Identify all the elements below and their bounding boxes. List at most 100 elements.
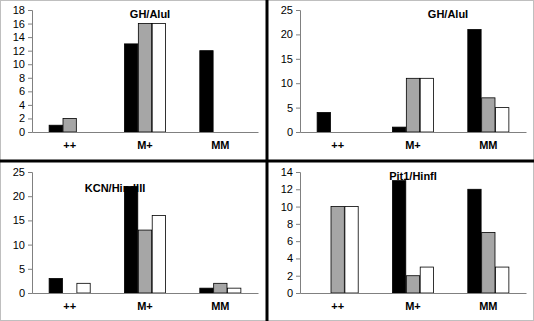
axis-line: [33, 132, 259, 133]
bar: [228, 288, 241, 293]
tick-mark: [28, 132, 32, 133]
bar: [124, 44, 137, 132]
tick: 8: [287, 218, 300, 230]
tick-label: 12: [281, 183, 293, 195]
tick-label: 0: [19, 126, 25, 138]
tick-label: 15: [13, 214, 25, 226]
bar: [331, 132, 344, 133]
tick-label: 20: [281, 28, 293, 40]
axis-line: [28, 173, 33, 294]
tick-mark: [296, 132, 300, 133]
bar: [406, 78, 419, 132]
tick-label: 25: [281, 4, 293, 16]
tick: 10: [13, 58, 32, 70]
axis-line: [28, 11, 33, 133]
tick-label: MM: [479, 300, 497, 312]
tick-label: ++: [63, 300, 76, 312]
tick-mark: [28, 196, 32, 197]
tick: 18: [13, 4, 32, 16]
tick: 0: [287, 126, 300, 138]
tick-label: MM: [211, 139, 229, 151]
tick-mark: [296, 189, 300, 190]
tick-mark: [296, 172, 300, 173]
tick: 10: [281, 77, 300, 89]
tick-label: M+: [405, 139, 421, 151]
tick-label: 25: [13, 166, 25, 178]
tick-mark: [28, 172, 32, 173]
bar: [345, 132, 358, 133]
bar: [392, 181, 405, 293]
tick-label: MM: [211, 300, 229, 312]
tick: M+: [405, 132, 421, 151]
bar: [200, 288, 213, 293]
tick: 6: [287, 235, 300, 247]
bar: [317, 293, 330, 294]
bar: [228, 132, 241, 133]
bar: [63, 118, 76, 132]
tick: 6: [19, 85, 32, 97]
tick: 0: [19, 126, 32, 138]
tick-label: MM: [479, 139, 497, 151]
tick-label: 20: [13, 190, 25, 202]
tick-mark: [28, 293, 32, 294]
bar: [77, 132, 90, 133]
tick-mark: [296, 293, 300, 294]
bar: [77, 283, 90, 293]
tick-mark: [28, 78, 32, 79]
tick-label: 12: [13, 45, 25, 57]
tick: 14: [13, 31, 32, 43]
axis-line: [301, 293, 527, 294]
tick: 20: [13, 190, 32, 202]
bar: [214, 283, 227, 293]
tick: MM: [211, 293, 229, 312]
tick-label: 16: [13, 18, 25, 30]
tick: 4: [287, 252, 300, 264]
y-axis: 0 2 4 6 8 10 12 14: [281, 166, 301, 299]
axis-line: [33, 293, 259, 294]
title: GH/AluI: [428, 8, 468, 20]
tick: MM: [479, 132, 497, 151]
plot-area: 0510152025++M+MM: [281, 4, 527, 151]
bar: [331, 207, 344, 293]
tick-mark: [28, 24, 32, 25]
tick-mark: [296, 10, 300, 11]
bar: [392, 127, 405, 132]
tick-label: 4: [19, 99, 25, 111]
bar: [63, 293, 76, 294]
bar: [49, 278, 62, 293]
bars: [49, 187, 241, 293]
tick-mark: [296, 34, 300, 35]
tick-label: 10: [281, 201, 293, 213]
tick-mark: [28, 51, 32, 52]
tick-label: ++: [331, 139, 344, 151]
x-axis: ++M+MM: [33, 132, 259, 151]
tick: MM: [479, 293, 497, 312]
tick-label: 6: [287, 235, 293, 247]
tick-label: 2: [287, 270, 293, 282]
tick-mark: [28, 37, 32, 38]
tick-mark: [28, 118, 32, 119]
tick: 16: [13, 18, 32, 30]
bar: [496, 108, 509, 132]
figure: 024681012141618++M+MMGH/AluI0510152025++…: [0, 0, 534, 321]
bar: [468, 30, 481, 132]
bars: [49, 24, 213, 132]
plot-area: 0510152025++M+MM: [13, 166, 259, 312]
tick-label: ++: [331, 300, 344, 312]
frame: [1, 1, 534, 321]
plot-area: 024681012141618++M+MM: [13, 4, 259, 151]
bar: [214, 132, 227, 133]
tick-label: 14: [281, 166, 293, 178]
tick-mark: [296, 59, 300, 60]
tick-mark: [296, 224, 300, 225]
tick-label: 10: [13, 58, 25, 70]
tick: 14: [281, 166, 300, 178]
tick: 0: [287, 287, 300, 299]
tick-mark: [28, 220, 32, 221]
tick-mark: [296, 258, 300, 259]
tick: ++: [331, 132, 344, 151]
tick: M+: [137, 132, 153, 151]
tick-label: 6: [19, 85, 25, 97]
tick: 8: [19, 72, 32, 84]
tick: 2: [287, 270, 300, 282]
